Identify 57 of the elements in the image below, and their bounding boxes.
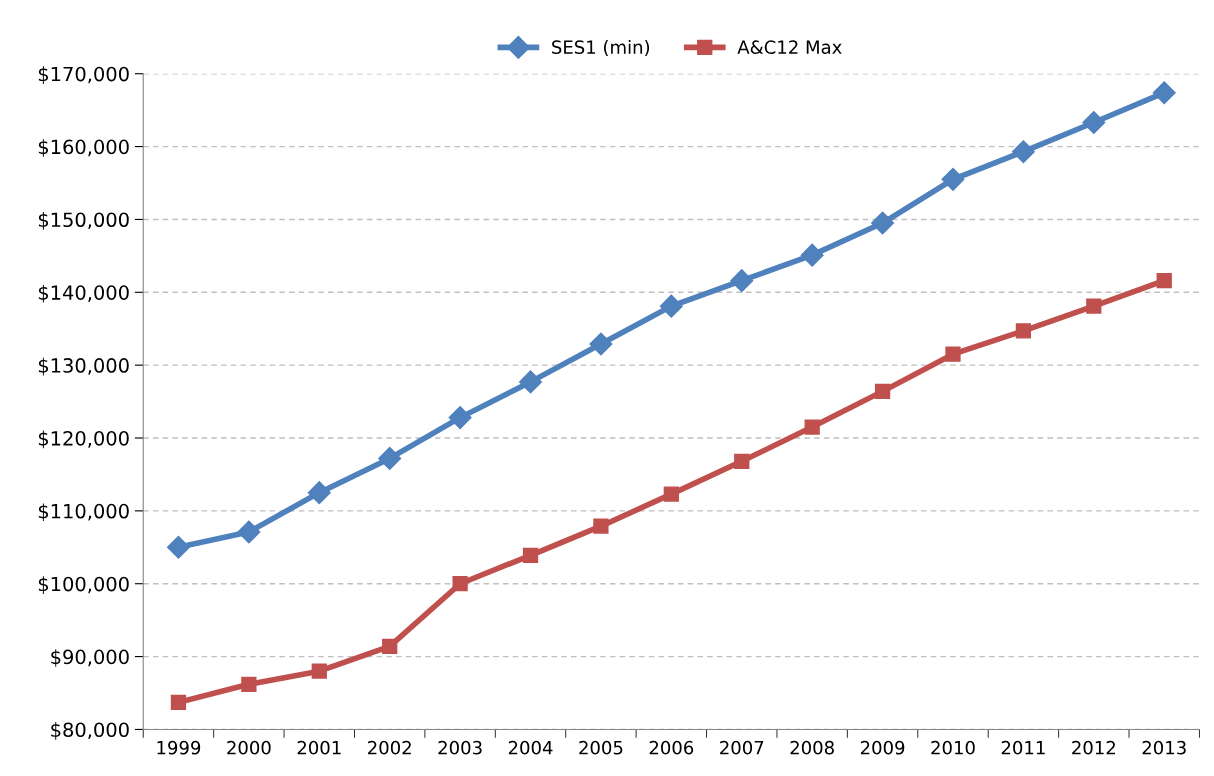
point <box>800 243 824 267</box>
point <box>170 694 187 711</box>
y-tick-label: $100,000 <box>38 576 129 594</box>
point <box>871 211 895 235</box>
point <box>730 269 754 293</box>
point <box>663 486 679 502</box>
x-tick-label: 2007 <box>720 740 764 755</box>
point <box>378 446 402 470</box>
x-tick-label: 2006 <box>649 740 694 755</box>
x-tick-label: 2013 <box>1142 740 1186 755</box>
point <box>241 676 257 692</box>
point <box>659 294 683 318</box>
x-tick-label: 2004 <box>508 740 553 755</box>
legend-label: A&C12 Max <box>737 40 842 54</box>
x-tick-label: 2008 <box>790 740 834 755</box>
x-tick-label: 2005 <box>579 740 623 755</box>
y-tick-label: $160,000 <box>38 139 129 157</box>
point <box>452 576 468 592</box>
y-tick-label: $170,000 <box>38 66 129 84</box>
point <box>734 453 750 469</box>
point <box>945 346 961 362</box>
y-tick-label: $110,000 <box>38 503 129 522</box>
point <box>1082 111 1106 135</box>
point <box>941 167 965 191</box>
point <box>1156 272 1172 289</box>
y-tick-label: $80,000 <box>51 722 129 740</box>
x-tick-label: 2011 <box>1001 740 1045 755</box>
y-tick-label: $90,000 <box>51 649 129 667</box>
point <box>448 406 472 430</box>
point <box>307 481 331 505</box>
y-tick-label: $150,000 <box>38 212 129 230</box>
y-tick-label: $130,000 <box>38 357 129 376</box>
x-tick-label: 2010 <box>931 740 975 755</box>
point <box>166 535 190 559</box>
x-tick-label: 1999 <box>157 740 201 755</box>
point <box>382 638 398 655</box>
point <box>593 518 609 534</box>
point <box>589 332 613 356</box>
x-tick-label: 2001 <box>297 740 341 755</box>
x-tick-label: 2000 <box>227 740 271 755</box>
point <box>519 370 543 394</box>
point <box>1015 323 1032 339</box>
point <box>311 663 327 679</box>
point <box>522 547 539 563</box>
y-tick-label: $120,000 <box>38 430 129 449</box>
point <box>1152 81 1176 105</box>
legend-label: SES1 (min) <box>552 40 650 57</box>
point <box>804 419 820 435</box>
x-tick-label: 2009 <box>860 740 905 755</box>
point <box>874 383 891 400</box>
point <box>237 520 261 544</box>
x-tick-label: 2002 <box>368 740 411 755</box>
y-tick-label: $140,000 <box>38 284 129 303</box>
point <box>1086 298 1102 314</box>
x-tick-label: 2003 <box>438 740 482 755</box>
x-tick-label: 2012 <box>1072 740 1115 755</box>
point <box>1011 140 1035 164</box>
